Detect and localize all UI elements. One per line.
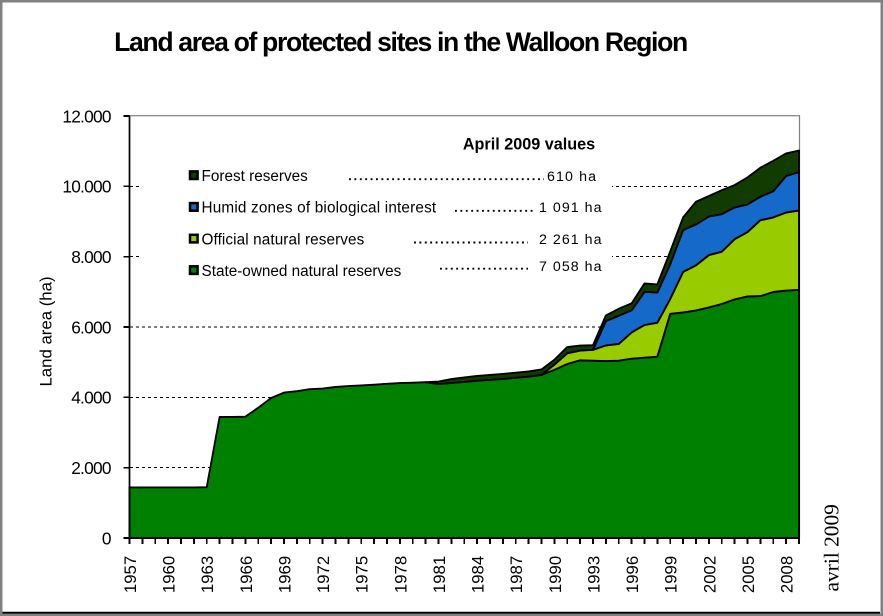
svg-text:10.000: 10.000 [62, 177, 110, 197]
svg-text:1975: 1975 [353, 556, 372, 593]
svg-text:12.000: 12.000 [62, 106, 110, 126]
svg-text:1 091 ha: 1 091 ha [539, 200, 602, 216]
svg-text:2 261 ha: 2 261 ha [539, 232, 602, 248]
svg-text:0: 0 [102, 528, 111, 548]
svg-text:Land area (ha): Land area (ha) [37, 276, 56, 386]
svg-text:1999: 1999 [662, 556, 681, 593]
svg-text:Land area of protected sites i: Land area of protected sites in the Wall… [114, 27, 687, 57]
svg-text:1993: 1993 [584, 556, 603, 593]
svg-text:1978: 1978 [391, 556, 410, 593]
svg-text:1972: 1972 [314, 556, 333, 593]
svg-text:Official natural reserves: Official natural reserves [202, 231, 365, 248]
svg-text:Humid zones of biological inte: Humid zones of biological interest [202, 200, 437, 217]
svg-text:April 2009 values: April 2009 values [463, 136, 595, 154]
svg-text:1981: 1981 [430, 556, 449, 593]
svg-text:2005: 2005 [739, 556, 758, 593]
svg-text:2.000: 2.000 [71, 458, 111, 478]
svg-text:avril 2009: avril 2009 [820, 504, 844, 591]
svg-text:1957: 1957 [121, 556, 140, 593]
svg-text:1960: 1960 [160, 556, 179, 593]
svg-text:7 058 ha: 7 058 ha [539, 259, 602, 275]
svg-text:1966: 1966 [237, 556, 256, 593]
svg-text:2002: 2002 [700, 556, 719, 593]
svg-text:State-owned natural reserves: State-owned natural reserves [202, 263, 402, 280]
svg-text:4.000: 4.000 [71, 388, 111, 408]
svg-text:1969: 1969 [275, 556, 294, 593]
svg-text:1996: 1996 [623, 556, 642, 593]
svg-text:1984: 1984 [469, 556, 488, 593]
svg-text:1990: 1990 [546, 556, 565, 593]
svg-text:1963: 1963 [198, 556, 217, 593]
svg-text:610 ha: 610 ha [547, 169, 596, 185]
svg-text:1987: 1987 [507, 556, 526, 593]
svg-text:6.000: 6.000 [71, 317, 111, 337]
svg-text:2008: 2008 [778, 556, 797, 593]
svg-text:Forest reserves: Forest reserves [202, 168, 309, 185]
svg-text:8.000: 8.000 [71, 247, 111, 267]
